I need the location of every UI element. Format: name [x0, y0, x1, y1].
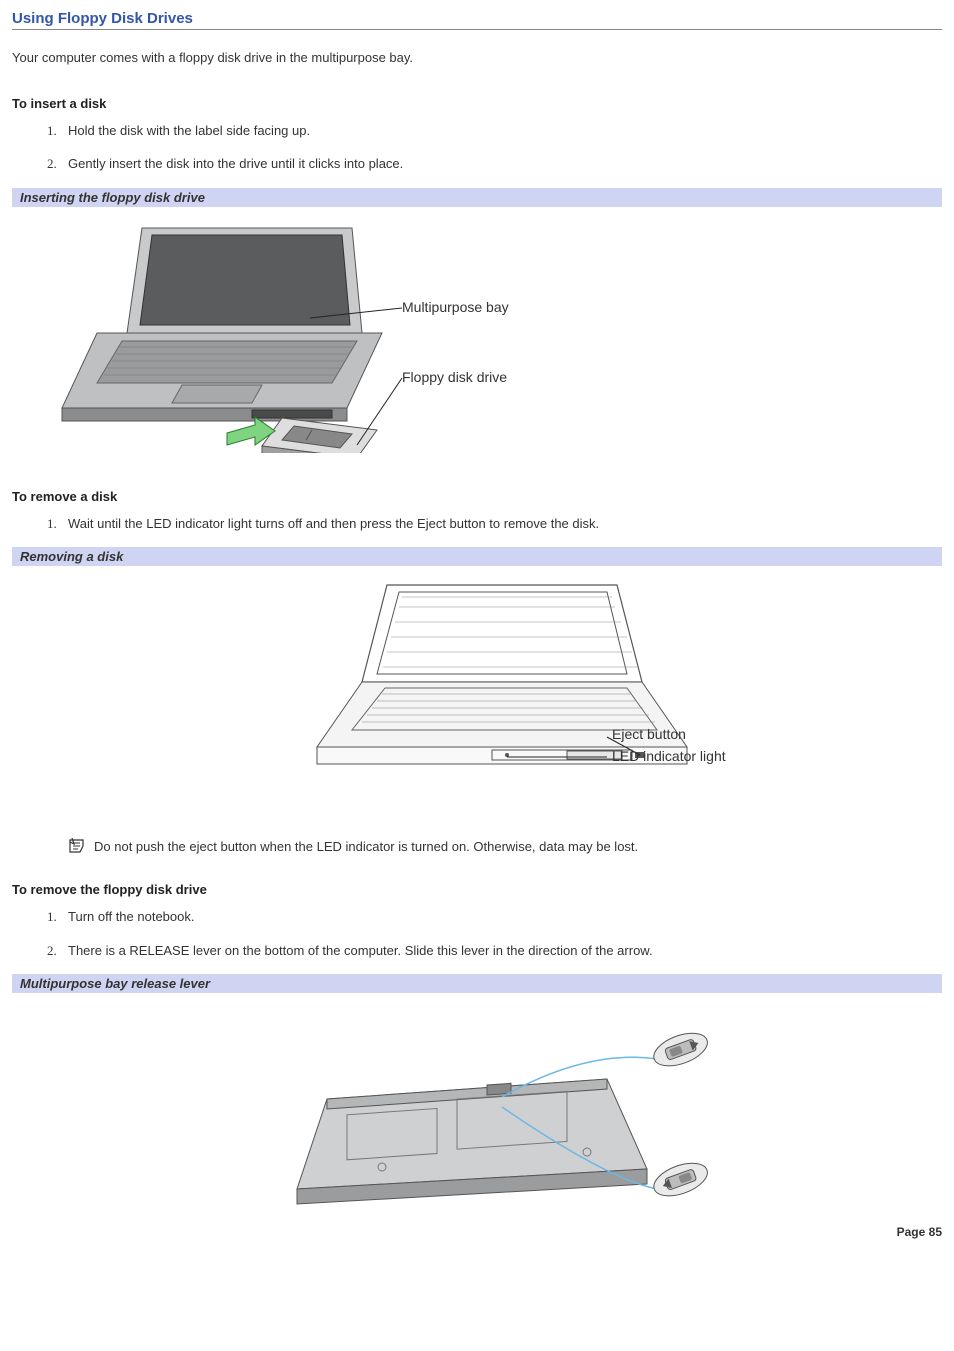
note-row: Do not push the eject button when the LE…: [68, 838, 942, 854]
note-icon: [68, 838, 88, 854]
remove-disk-steps: Wait until the LED indicator light turns…: [12, 514, 942, 534]
figure1: Multipurpose bay Floppy disk drive: [12, 215, 942, 461]
page-number: Page 85: [12, 1225, 942, 1239]
section-remove-drive-heading: To remove the floppy disk drive: [12, 882, 942, 897]
callout-floppy-drive: Floppy disk drive: [402, 369, 507, 385]
laptop-insert-illustration: [52, 223, 572, 453]
note-text: Do not push the eject button when the LE…: [94, 839, 638, 854]
figure3: [12, 1001, 942, 1217]
figure1-caption: Inserting the floppy disk drive: [12, 188, 942, 207]
remove-drive-steps: Turn off the notebook. There is a RELEAS…: [12, 907, 942, 960]
intro-text: Your computer comes with a floppy disk d…: [12, 48, 942, 68]
callout-led-indicator: LED indicator light: [612, 748, 726, 764]
figure3-caption: Multipurpose bay release lever: [12, 974, 942, 993]
list-item: Turn off the notebook.: [60, 907, 942, 927]
insert-steps: Hold the disk with the label side facing…: [12, 121, 942, 174]
laptop-eject-illustration: [157, 582, 797, 802]
list-item: Hold the disk with the label side facing…: [60, 121, 942, 141]
list-item: Wait until the LED indicator light turns…: [60, 514, 942, 534]
list-item: There is a RELEASE lever on the bottom o…: [60, 941, 942, 961]
figure2-caption: Removing a disk: [12, 547, 942, 566]
section-remove-disk-heading: To remove a disk: [12, 489, 942, 504]
page-title: Using Floppy Disk Drives: [12, 10, 942, 30]
callout-multipurpose-bay: Multipurpose bay: [402, 299, 509, 315]
figure2: Eject button LED indicator light: [12, 574, 942, 810]
section-insert-heading: To insert a disk: [12, 96, 942, 111]
list-item: Gently insert the disk into the drive un…: [60, 154, 942, 174]
callout-eject-button: Eject button: [612, 726, 686, 742]
release-lever-illustration: [157, 1029, 797, 1209]
